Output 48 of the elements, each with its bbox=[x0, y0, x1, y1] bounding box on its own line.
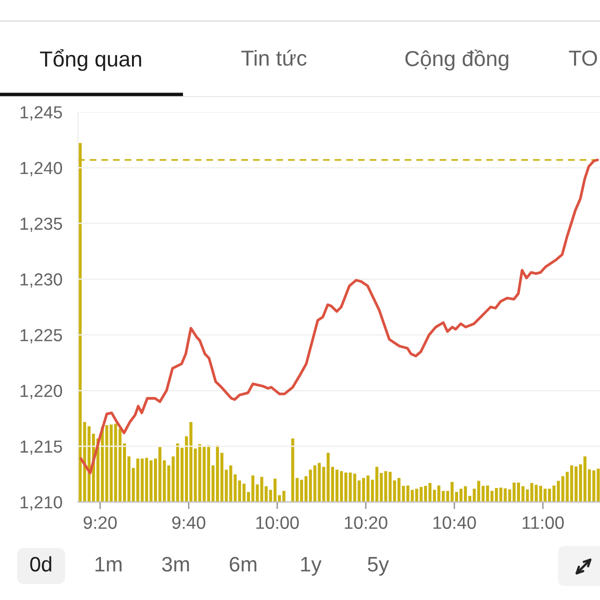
x-tick-label: 10:00 bbox=[256, 516, 299, 529]
bar bbox=[110, 424, 113, 502]
bar bbox=[499, 488, 502, 502]
y-tick-label: 1,215 bbox=[20, 440, 62, 455]
text: Tổng quan bbox=[40, 49, 142, 71]
text: 5y bbox=[368, 557, 389, 576]
bar bbox=[105, 425, 108, 502]
bar bbox=[198, 444, 202, 502]
text: 0d bbox=[30, 556, 52, 572]
x-tick-label: 9:20 bbox=[84, 516, 117, 529]
y-tick-label: 1,230 bbox=[20, 273, 62, 288]
text: Cộng đồng bbox=[405, 49, 508, 71]
bar bbox=[530, 482, 534, 502]
x-tick-label: 11:00 bbox=[522, 516, 564, 529]
bar bbox=[534, 484, 538, 502]
text: 1y bbox=[301, 557, 322, 576]
bar bbox=[415, 488, 418, 502]
text: Tin tức bbox=[241, 50, 307, 66]
bar bbox=[229, 465, 232, 502]
bar bbox=[596, 468, 600, 502]
y-tick-label: 1,220 bbox=[20, 384, 62, 400]
bar bbox=[282, 490, 286, 502]
text: 6m bbox=[230, 556, 256, 572]
bar bbox=[291, 438, 294, 502]
y-tick-label: 1,235 bbox=[20, 218, 62, 232]
text: 1m bbox=[96, 557, 122, 572]
bar bbox=[348, 472, 352, 502]
bar bbox=[136, 458, 140, 502]
text: TO bbox=[568, 50, 597, 66]
x-tick-label: 9:40 bbox=[172, 516, 206, 529]
y-tick-label: 1,245 bbox=[20, 106, 62, 121]
bar bbox=[504, 488, 507, 502]
x-tick-label: 10:40 bbox=[433, 516, 476, 529]
bar bbox=[592, 470, 596, 502]
bar bbox=[140, 458, 144, 502]
y-tick-label: 1,210 bbox=[20, 496, 62, 511]
bar bbox=[260, 476, 264, 502]
y-tick-label: 1,240 bbox=[20, 162, 62, 176]
bar bbox=[384, 471, 388, 502]
bar bbox=[353, 474, 356, 502]
y-tick-label: 1,225 bbox=[20, 329, 62, 344]
bar bbox=[477, 480, 480, 502]
bar bbox=[410, 490, 414, 502]
line-series bbox=[80, 158, 599, 474]
bar bbox=[561, 476, 564, 502]
text: 3m bbox=[162, 556, 189, 572]
x-tick-label: 10:20 bbox=[344, 516, 388, 529]
bar bbox=[318, 462, 321, 502]
